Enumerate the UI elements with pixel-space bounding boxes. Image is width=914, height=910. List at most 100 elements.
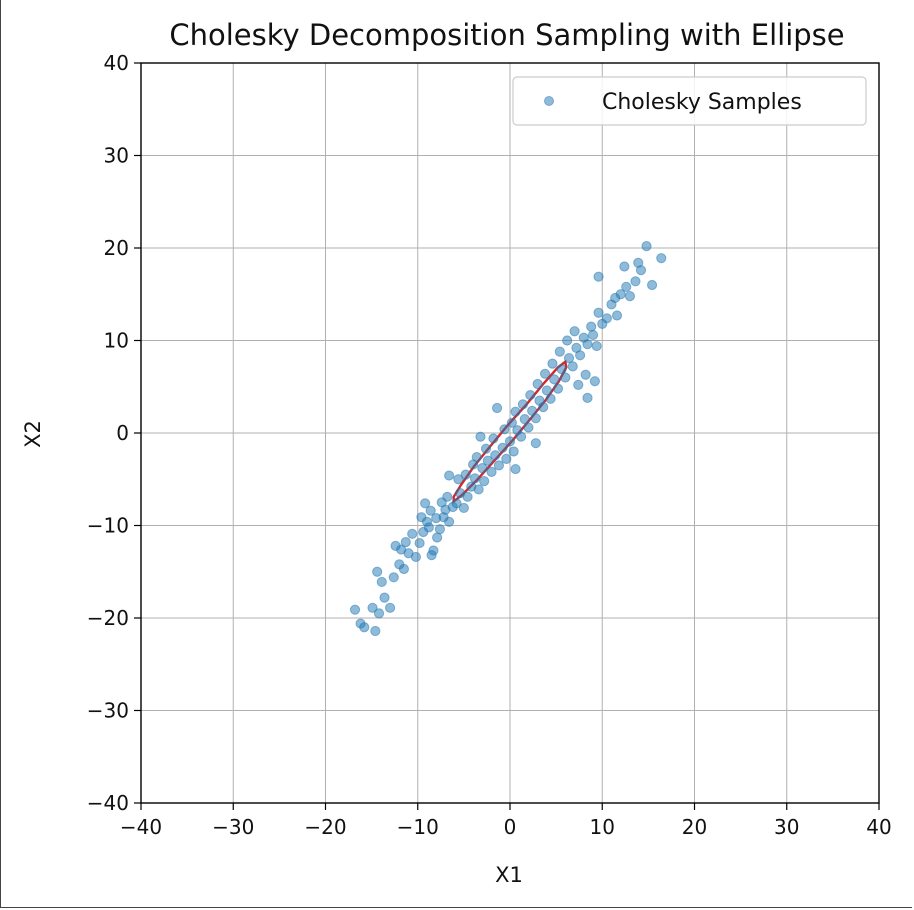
y-tick-label: 30 [104, 144, 129, 168]
scatter-point [510, 406, 521, 417]
grid-lines [140, 62, 880, 804]
scatter-point [475, 431, 486, 442]
scatter-point [519, 414, 530, 425]
x-axis-label: X1 [495, 863, 523, 887]
scatter-point [539, 368, 551, 379]
scatter-point [482, 455, 493, 466]
legend-label: Cholesky Samples [602, 90, 802, 115]
scatter-point [490, 450, 501, 461]
scatter-point [532, 378, 543, 390]
scatter-point [388, 572, 399, 583]
scatter-point [506, 417, 517, 428]
scatter-point [471, 451, 482, 463]
scatter-point [460, 469, 471, 480]
scatter-point [473, 484, 484, 495]
scatter-point [541, 385, 553, 396]
scatter-point [569, 326, 580, 337]
legend-box [512, 76, 867, 126]
scatter-point [432, 532, 443, 543]
scatter-point [545, 393, 556, 404]
scatter-point [586, 321, 597, 332]
scatter-point [538, 402, 549, 413]
scatter-point [508, 446, 519, 457]
x-tick-label: 10 [590, 815, 615, 839]
y-tick-label: 40 [104, 51, 129, 75]
scatter-point [469, 473, 481, 484]
x-axis-ticks: −40 −30 −20 −10 0 10 20 30 40 [120, 803, 892, 839]
scatter-point [646, 279, 658, 291]
scatter-point [562, 335, 573, 346]
y-tick-label: 10 [104, 329, 129, 353]
scatter-point [376, 576, 387, 588]
scatter-point [575, 350, 586, 361]
scatter-point [479, 476, 490, 487]
scatter-point [384, 602, 396, 613]
scatter-point [398, 563, 410, 575]
scatter-point [567, 361, 578, 372]
y-axis-ticks: −40 −30 −20 −10 0 10 20 30 40 [87, 51, 141, 815]
scatter-point [367, 602, 378, 613]
scatter-point [547, 358, 558, 369]
scatter-point [593, 271, 604, 282]
scatter-point [552, 383, 564, 394]
x-tick-label: −20 [304, 815, 346, 839]
scatter-point [611, 310, 623, 321]
scatter-point [580, 369, 591, 380]
scatter-point [549, 374, 560, 385]
scatter-point [601, 313, 612, 324]
scatter-point [451, 498, 462, 509]
chart-title: Cholesky Decomposition Sampling with Ell… [169, 18, 844, 52]
scatter-point [444, 470, 455, 481]
scatter-point [656, 253, 667, 264]
scatter-point [530, 438, 541, 449]
legend-marker [544, 96, 554, 106]
y-tick-label: −40 [87, 791, 129, 815]
scatter-point [560, 372, 571, 383]
scatter-points [349, 241, 667, 637]
y-tick-label: −30 [87, 699, 129, 723]
scatter-point [517, 399, 529, 410]
scatter-point [582, 392, 593, 403]
scatter-point [462, 491, 473, 502]
scatter-point [582, 339, 593, 350]
scatter-point [530, 413, 541, 424]
scatter-point [372, 566, 383, 577]
y-axis-label: X2 [21, 420, 45, 448]
y-tick-label: −20 [87, 606, 129, 630]
scatter-point [497, 442, 508, 453]
scatter-point [499, 424, 510, 435]
scatter-point [504, 436, 516, 447]
scatter-point [434, 524, 445, 535]
scatter-point [621, 281, 632, 292]
scatter-point [444, 516, 455, 527]
scatter-point [515, 431, 527, 442]
x-tick-label: −30 [212, 815, 254, 839]
x-tick-label: 30 [774, 815, 799, 839]
scatter-point [554, 346, 565, 357]
scatter-point [556, 364, 567, 375]
scatter-point [480, 443, 492, 454]
scatter-point [486, 466, 497, 477]
legend: Cholesky Samples [512, 76, 867, 126]
scatter-point [425, 505, 436, 516]
scatter-point [426, 550, 437, 561]
x-tick-label: −40 [120, 815, 162, 839]
scatter-point [610, 292, 621, 304]
scatter-point [563, 352, 575, 364]
scatter-point [587, 329, 599, 341]
y-tick-label: 0 [116, 421, 129, 445]
scatter-point [523, 422, 534, 433]
scatter-point [477, 463, 488, 474]
x-tick-label: −10 [397, 815, 439, 839]
y-tick-label: −10 [87, 514, 129, 538]
scatter-point [510, 463, 521, 475]
scatter-point [400, 537, 411, 548]
scatter-point [359, 622, 370, 633]
scatter-point [453, 474, 464, 485]
scatter-point [493, 460, 505, 471]
scatter-point [624, 291, 636, 302]
scatter-point [407, 528, 418, 539]
scatter-point [436, 497, 447, 508]
